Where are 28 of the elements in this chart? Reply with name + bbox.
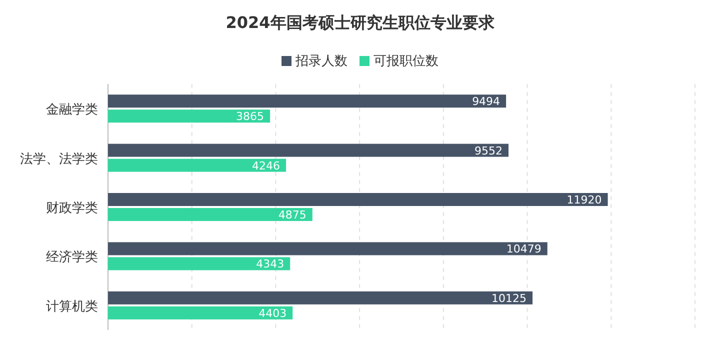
data-label: 3865 [236,110,264,124]
y-tick-label: 法学、法学类 [20,152,98,167]
y-tick-label: 计算机类 [46,299,98,314]
bar [108,242,548,256]
bar [108,257,290,270]
legend-label: 可报职位数 [374,54,438,69]
bar [108,208,312,221]
data-label: 4343 [256,258,284,271]
bar [108,306,293,320]
y-tick-label: 财政学类 [46,201,98,216]
data-label: 10125 [492,292,527,305]
bar [108,110,270,123]
bar [108,193,608,206]
legend-label: 招录人数 [294,54,348,69]
bar [108,158,286,172]
bar [108,94,506,108]
data-label: 11920 [566,194,602,206]
data-label: 10479 [506,242,542,256]
data-label: 4875 [278,208,306,222]
chart-title: 2024年国考硕士研究生职位专业要求 [226,13,496,32]
bar [108,144,508,157]
data-label: 9494 [472,95,500,108]
data-label: 9552 [474,144,502,158]
data-label: 4246 [252,159,280,172]
y-tick-label: 金融学类 [46,102,98,118]
y-tick-label: 经济学类 [46,250,98,266]
bar [108,291,533,304]
data-label: 4403 [258,306,287,320]
